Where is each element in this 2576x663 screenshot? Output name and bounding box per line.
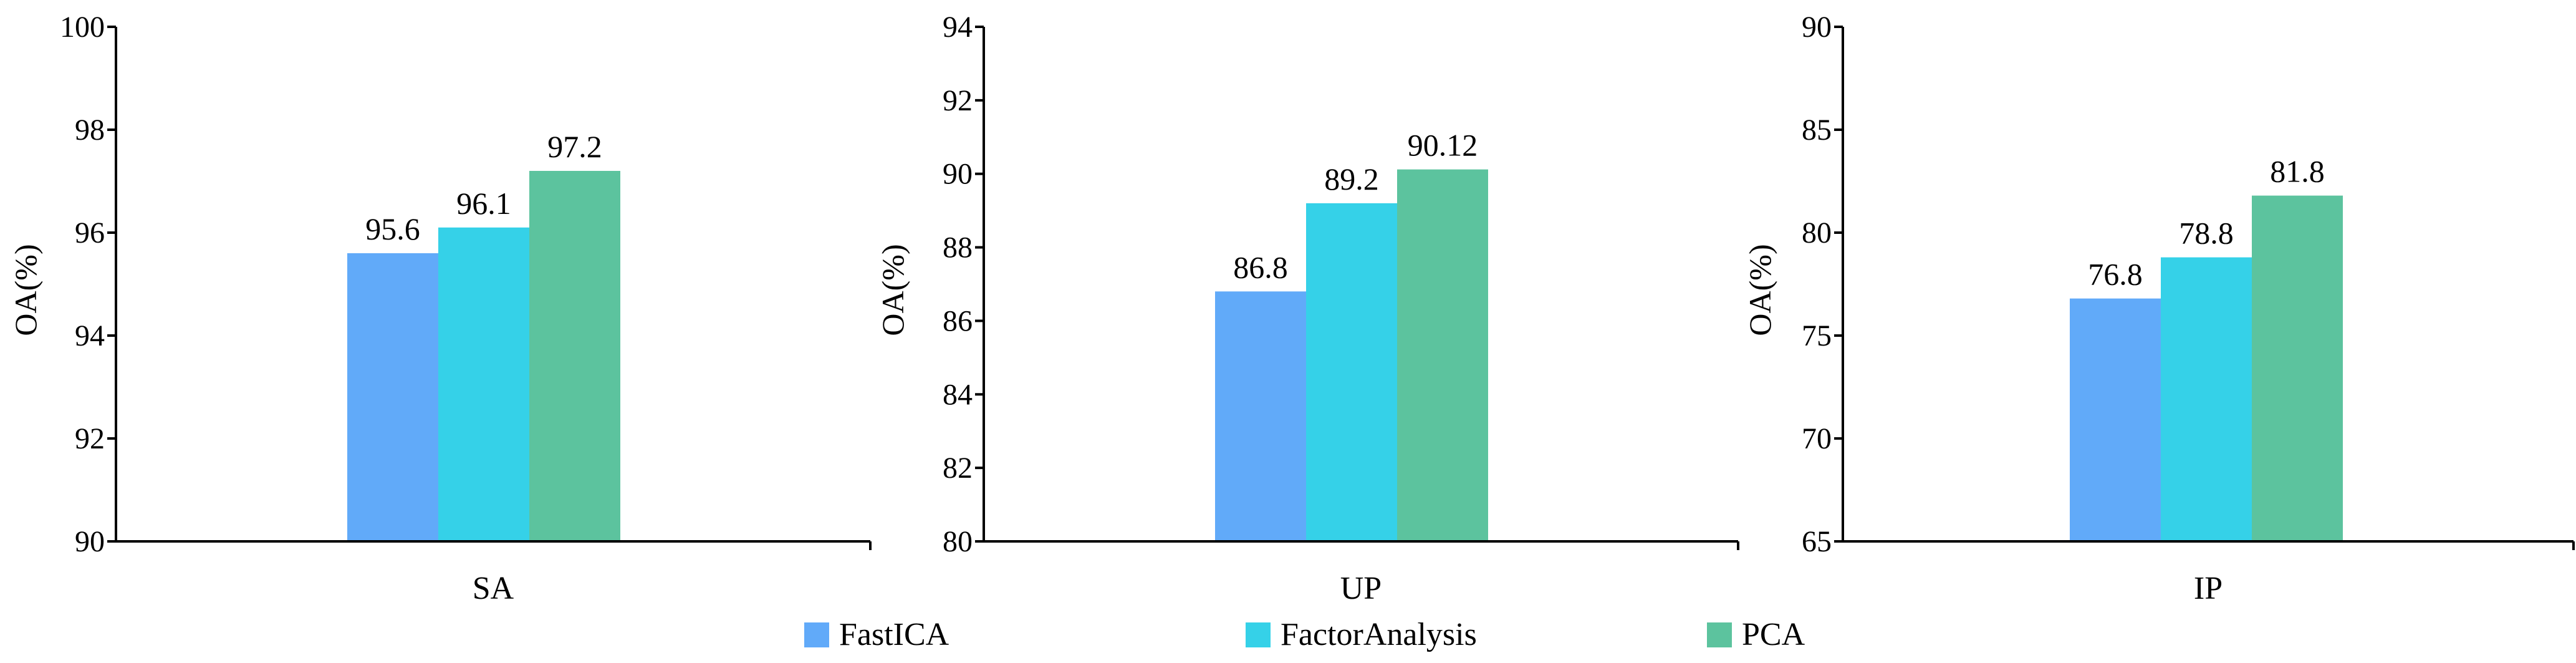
bars — [1215, 169, 1488, 542]
y-tick-label: 94 — [75, 319, 105, 352]
y-tick-label: 92 — [75, 422, 105, 455]
bar-pca — [2252, 195, 2343, 542]
y-tick-label: 84 — [943, 378, 973, 411]
legend-label-factoranalysis: FactorAnalysis — [1281, 617, 1477, 652]
chart-panel-up: OA(%) 80 82 84 86 88 90 92 94 86.8 89.2 90.12 UP — [875, 11, 1739, 606]
bar-fastica — [1215, 291, 1306, 541]
y-tick-label: 80 — [1802, 216, 1832, 249]
data-labels: 95.6 96.1 97.2 — [365, 129, 602, 246]
y-axis-ticks: 65 70 75 80 85 90 — [1802, 11, 1843, 558]
y-tick-label: 65 — [1802, 525, 1832, 558]
y-tick-label: 88 — [943, 231, 973, 264]
y-axis-ticks: 90 92 94 96 98 100 — [60, 11, 116, 558]
y-tick-label: 85 — [1802, 114, 1832, 147]
y-tick-label: 82 — [943, 452, 973, 485]
y-axis-ticks: 80 82 84 86 88 90 92 94 — [943, 11, 984, 558]
y-tick-label: 90 — [1802, 11, 1832, 44]
bar-factoranalysis — [438, 227, 529, 541]
category-label: SA — [473, 571, 514, 606]
legend-label-fastica: FastICA — [839, 617, 949, 652]
y-tick-label: 100 — [60, 11, 105, 44]
bar-factoranalysis — [2161, 257, 2252, 541]
data-labels: 76.8 78.8 81.8 — [2088, 154, 2325, 292]
y-tick-label: 94 — [943, 11, 973, 44]
legend-swatch-fastica — [804, 622, 829, 647]
legend-label-pca: PCA — [1742, 617, 1805, 652]
data-label-factoranalysis: 78.8 — [2179, 216, 2234, 251]
bars — [2070, 195, 2343, 542]
bar-pca — [529, 171, 620, 541]
data-labels: 86.8 89.2 90.12 — [1233, 128, 1478, 285]
y-tick-label: 90 — [75, 525, 105, 558]
data-label-pca: 90.12 — [1408, 128, 1478, 163]
y-tick-label: 98 — [75, 114, 105, 147]
chart-panel-sa: OA(%) 90 92 94 96 98 100 95.6 96.1 97.2 SA — [8, 11, 872, 606]
y-tick-label: 86 — [943, 304, 973, 337]
legend-swatch-factoranalysis — [1246, 622, 1271, 647]
y-axis-title: OA(%) — [1742, 244, 1777, 336]
data-label-fastica: 95.6 — [365, 211, 420, 246]
data-label-factoranalysis: 89.2 — [1324, 162, 1379, 196]
data-label-fastica: 76.8 — [2088, 257, 2143, 292]
y-tick-label: 96 — [75, 216, 105, 249]
data-label-pca: 97.2 — [547, 129, 602, 164]
y-tick-label: 92 — [943, 84, 973, 117]
data-label-factoranalysis: 96.1 — [456, 186, 511, 221]
bar-fastica — [347, 253, 438, 541]
bar-pca — [1397, 169, 1488, 542]
y-tick-label: 75 — [1802, 319, 1832, 352]
y-tick-label: 80 — [943, 525, 973, 558]
bars — [347, 171, 620, 541]
legend-swatch-pca — [1707, 622, 1732, 647]
data-label-pca: 81.8 — [2270, 154, 2325, 189]
chart-panel-ip: OA(%) 65 70 75 80 85 90 76.8 78.8 81.8 IP — [1742, 11, 2575, 606]
category-label: UP — [1340, 571, 1382, 606]
data-label-fastica: 86.8 — [1233, 249, 1288, 284]
y-tick-label: 70 — [1802, 422, 1832, 455]
y-axis-title: OA(%) — [8, 244, 43, 336]
bar-factoranalysis — [1306, 203, 1397, 541]
legend: FastICA FactorAnalysis PCA — [804, 617, 1805, 652]
category-label: IP — [2194, 571, 2223, 606]
y-tick-label: 90 — [943, 158, 973, 191]
bar-fastica — [2070, 298, 2161, 541]
y-axis-title: OA(%) — [875, 244, 910, 336]
